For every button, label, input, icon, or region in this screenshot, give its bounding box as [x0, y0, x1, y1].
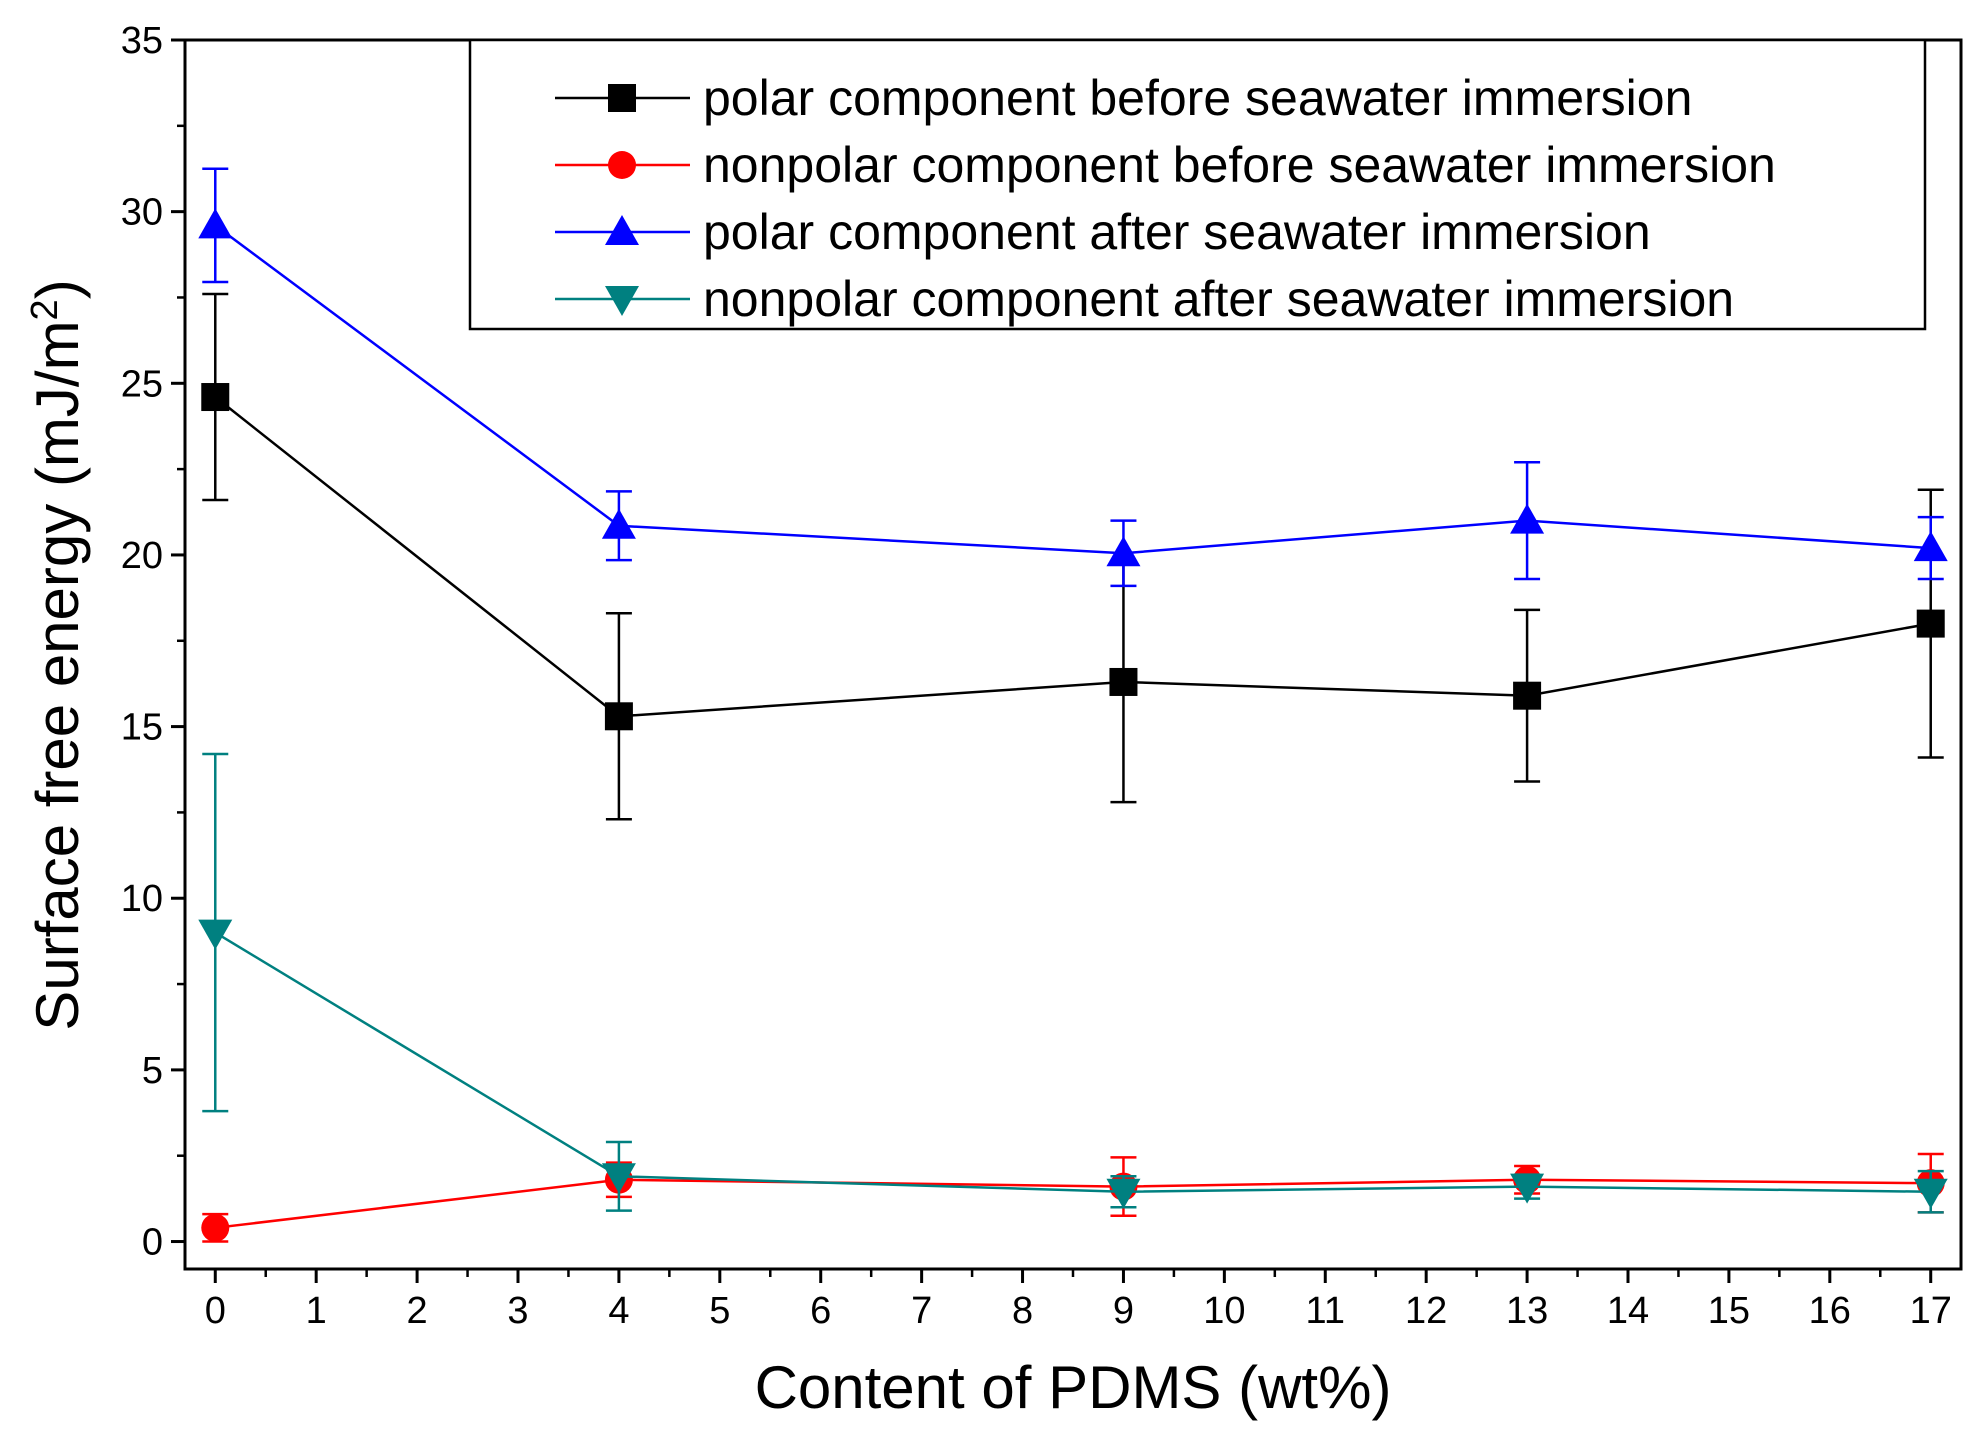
series-3	[198, 167, 1948, 588]
x-tick-label: 13	[1506, 1290, 1548, 1332]
data-point	[1510, 503, 1545, 534]
y-tick-label: 35	[121, 20, 163, 62]
x-tick-label: 3	[507, 1290, 528, 1332]
x-axis-title: Content of PDMS (wt%)	[755, 1354, 1392, 1421]
y-tick-label: 5	[142, 1050, 163, 1092]
x-tick-label: 1	[306, 1290, 327, 1332]
legend-marker	[605, 215, 639, 245]
legend-label: polar component after seawater immersion	[703, 204, 1651, 260]
y-tick-label: 25	[121, 363, 163, 405]
y-axis-title-close: )	[24, 279, 91, 299]
y-tick-label: 20	[121, 535, 163, 577]
series-layer	[198, 167, 1948, 1243]
legend-label: nonpolar component before seawater immer…	[703, 137, 1776, 193]
data-point	[198, 208, 233, 239]
x-tick-label: 5	[709, 1290, 730, 1332]
y-axis-ticks: 0 5 10 15 20 25 30 35	[121, 20, 185, 1264]
y-axis-title-main: Surface free energy (mJ/m	[24, 320, 91, 1030]
x-tick-label: 4	[608, 1290, 629, 1332]
x-tick-label: 8	[1012, 1290, 1033, 1332]
x-tick-label: 6	[810, 1290, 831, 1332]
y-axis-title-superscript: 2	[24, 299, 66, 320]
legend-item-2: nonpolar component before seawater immer…	[555, 137, 1776, 193]
legend-marker	[608, 151, 636, 179]
legend-marker	[608, 84, 636, 112]
series-line	[214, 396, 1931, 718]
x-tick-label: 2	[407, 1290, 428, 1332]
series-line	[215, 1178, 1931, 1230]
x-tick-label: 7	[911, 1290, 932, 1332]
legend: polar component before seawater immersio…	[468, 38, 1927, 331]
data-point	[1513, 681, 1542, 710]
legend-marker	[605, 286, 639, 316]
x-axis-ticks: 0 1 2 3 4 5 6 7 8 9 10 11 12 13 14 15 16 17	[205, 1269, 1952, 1332]
legend-label: nonpolar component after seawater immers…	[703, 271, 1734, 327]
data-point	[198, 919, 233, 950]
x-tick-label: 0	[205, 1290, 226, 1332]
series-line	[214, 931, 1931, 1194]
x-tick-label: 17	[1910, 1290, 1952, 1332]
data-point	[1106, 536, 1141, 567]
y-tick-label: 0	[142, 1222, 163, 1264]
series-2	[201, 1152, 1945, 1243]
data-point	[601, 508, 636, 539]
series-4	[198, 752, 1948, 1214]
data-point	[1913, 1178, 1948, 1209]
y-tick-label: 30	[121, 192, 163, 234]
data-point	[1109, 667, 1138, 696]
series-1	[201, 292, 1945, 821]
legend-label: polar component before seawater immersio…	[703, 70, 1692, 126]
data-point	[1916, 609, 1945, 638]
x-tick-label: 10	[1203, 1290, 1245, 1332]
x-tick-label: 11	[1306, 1290, 1345, 1332]
legend-items: polar component before seawater immersio…	[555, 70, 1776, 327]
data-point	[1510, 1173, 1545, 1204]
legend-item-3: polar component after seawater immersion	[555, 204, 1651, 260]
legend-item-1: polar component before seawater immersio…	[555, 70, 1692, 126]
x-tick-label: 9	[1113, 1290, 1134, 1332]
legend-item-4: nonpolar component after seawater immers…	[555, 271, 1734, 327]
data-point	[201, 383, 230, 412]
data-point	[1106, 1178, 1141, 1209]
data-point	[1913, 531, 1948, 562]
data-point	[604, 702, 633, 731]
data-point	[601, 1163, 636, 1194]
x-tick-label: 16	[1809, 1290, 1851, 1332]
x-tick-label: 12	[1405, 1290, 1447, 1332]
y-axis-title: Surface free energy (mJ/m2)	[24, 279, 91, 1030]
x-tick-label: 15	[1708, 1290, 1750, 1332]
x-tick-label: 14	[1607, 1290, 1649, 1332]
y-tick-label: 10	[121, 878, 163, 920]
legend-box	[468, 38, 1927, 331]
data-point	[201, 1213, 230, 1242]
y-tick-label: 15	[121, 707, 163, 749]
